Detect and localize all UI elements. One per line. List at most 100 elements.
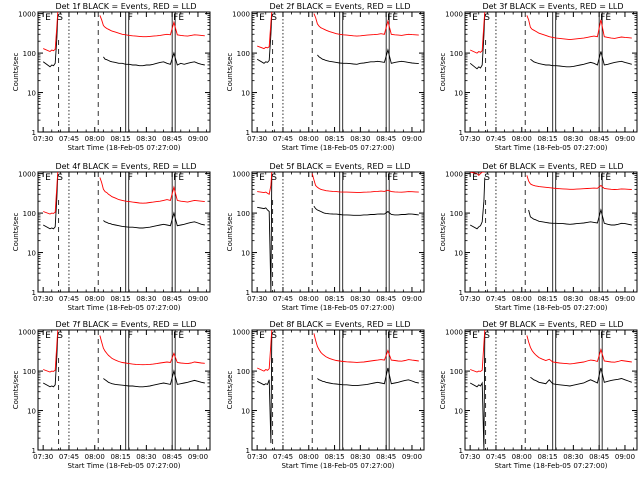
y-tick-label: 10 [27,408,36,416]
detector-panel-7: Det 7f BLACK = Events, RED = LLD 1 10 100 10… [12,320,211,470]
y-tick-label: 100 [450,210,463,218]
x-tick-label: 07:30 [33,135,53,143]
lld-series-line [526,15,632,41]
marker-label-fe: FE [173,13,184,23]
x-tick-label: 08:15 [110,453,130,461]
x-tick-label: 08:00 [299,453,319,461]
events-series-line [256,13,273,64]
x-tick-label: 08:45 [589,295,609,303]
x-tick-label: 08:15 [110,135,130,143]
x-tick-label: 08:15 [537,453,557,461]
marker-label-f: F [128,331,133,341]
x-tick-label: 08:30 [136,135,156,143]
events-series-line [42,15,59,68]
marker-label-fe: FE [600,13,611,23]
x-tick-label: 08:00 [85,295,105,303]
y-axis-label: Counts/sec [226,213,234,252]
marker-label-s: S [484,331,490,341]
marker-label-f: F [342,173,347,183]
x-axis-label: Start Time (18-Feb-05 07:27:00) [67,144,180,152]
plot-frame [251,329,425,451]
y-axis-label: Counts/sec [12,213,20,252]
x-axis-label: Start Time (18-Feb-05 07:27:00) [67,462,180,470]
y-tick-label: 100 [237,210,250,218]
marker-label-f: F [128,13,133,23]
y-tick-label: 100 [237,368,250,376]
marker-label-fe: FE [387,331,398,341]
detector-panel-8: Det 8f BLACK = Events, RED = LLD 1 10 100 10… [226,320,425,470]
x-tick-label: 07:30 [460,135,480,143]
marker-label-s: S [271,331,277,341]
x-tick-label: 08:15 [537,135,557,143]
y-tick-label: 1000 [445,171,463,179]
x-tick-label: 07:45 [273,453,293,461]
panel-title: Det 9f BLACK = Events, RED = LLD [482,320,623,329]
events-series-line [257,173,273,292]
plot-frame [464,11,638,133]
events-series-line [317,48,419,65]
lld-series-line [99,177,205,204]
x-tick-label: 07:30 [460,295,480,303]
y-tick-label: 1 [32,289,36,297]
y-tick-label: 10 [454,250,463,258]
marker-label-s: S [484,13,490,23]
marker-label-s: S [271,173,277,183]
plot-area [469,12,632,132]
x-tick-label: 07:45 [59,135,79,143]
x-tick-label: 08:45 [162,295,182,303]
marker-label-fe: FE [173,331,184,341]
y-tick-label: 100 [450,368,463,376]
panel-title: Det 3f BLACK = Events, RED = LLD [482,2,623,11]
marker-label-e: E [259,173,265,183]
x-tick-label: 07:30 [247,135,267,143]
y-tick-label: 1 [32,447,36,455]
x-tick-label: 09:00 [188,135,208,143]
lld-series-line [43,172,59,215]
lld-series-line [43,330,59,373]
y-tick-label: 100 [23,50,36,58]
detector-panel-4: Det 4f BLACK = Events, RED = LLD 1 10 100 10… [12,162,211,312]
events-series-line [42,174,59,230]
events-series-line [313,205,419,216]
panel-title: Det 4f BLACK = Events, RED = LLD [55,162,196,171]
y-axis-label: Counts/sec [226,53,234,92]
marker-label-f: F [555,13,560,23]
detector-panel-6: Det 6f BLACK = Events, RED = LLD 1 10 100 10… [439,162,638,312]
x-tick-label: 08:30 [563,453,583,461]
panel-title: Det 8f BLACK = Events, RED = LLD [269,320,410,329]
x-tick-label: 07:30 [460,453,480,461]
events-series-line [103,211,205,229]
lld-series-line [470,172,485,177]
y-tick-label: 1 [246,129,250,137]
y-tick-label: 1000 [445,329,463,337]
plot-area [469,330,632,450]
marker-label-e: E [45,13,51,23]
y-tick-label: 100 [237,50,250,58]
lld-series-line [526,335,632,365]
lld-series-line [43,12,59,53]
y-tick-label: 1 [32,129,36,137]
x-tick-label: 09:00 [188,295,208,303]
plot-frame [37,329,211,451]
x-axis-label: Start Time (18-Feb-05 07:27:00) [281,144,394,152]
marker-label-e: E [45,331,51,341]
x-tick-label: 08:30 [350,135,370,143]
y-tick-label: 1 [246,289,250,297]
marker-label-s: S [271,13,277,23]
x-axis-label: Start Time (18-Feb-05 07:27:00) [281,462,394,470]
detector-panel-9: Det 9f BLACK = Events, RED = LLD 1 10 100 10… [439,320,638,470]
plot-area [256,12,419,132]
y-axis-label: Counts/sec [12,371,20,410]
panel-title: Det 1f BLACK = Events, RED = LLD [55,2,196,11]
y-tick-label: 1000 [232,11,250,19]
y-tick-label: 1000 [18,171,36,179]
x-tick-label: 08:30 [350,453,370,461]
marker-label-f: F [342,13,347,23]
plot-frame [464,171,638,293]
y-axis-label: Counts/sec [12,53,20,92]
y-tick-label: 1000 [232,329,250,337]
events-series-line [256,333,273,444]
y-tick-label: 10 [27,90,36,98]
y-axis-label: Counts/sec [226,371,234,410]
plot-area [42,12,205,132]
